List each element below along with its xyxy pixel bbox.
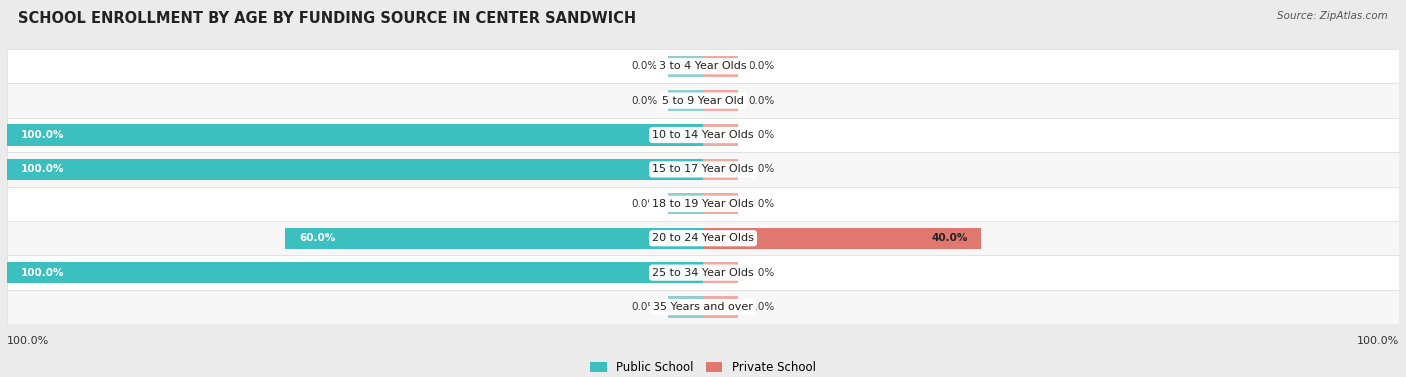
Text: 100.0%: 100.0% xyxy=(21,164,65,175)
Bar xyxy=(7,152,1399,187)
Bar xyxy=(7,49,1399,83)
Text: 20 to 24 Year Olds: 20 to 24 Year Olds xyxy=(652,233,754,243)
Text: 0.0%: 0.0% xyxy=(748,268,775,277)
Bar xyxy=(703,90,738,111)
Text: 0.0%: 0.0% xyxy=(748,96,775,106)
Bar xyxy=(7,221,1399,256)
Bar xyxy=(703,55,738,77)
Text: 0.0%: 0.0% xyxy=(631,302,658,312)
Text: 25 to 34 Year Olds: 25 to 34 Year Olds xyxy=(652,268,754,277)
Bar xyxy=(703,159,738,180)
Text: 100.0%: 100.0% xyxy=(21,268,65,277)
Bar xyxy=(703,228,981,249)
Text: 0.0%: 0.0% xyxy=(748,130,775,140)
Bar xyxy=(703,193,738,215)
Text: 0.0%: 0.0% xyxy=(748,61,775,71)
Bar xyxy=(668,90,703,111)
Text: 40.0%: 40.0% xyxy=(931,233,967,243)
Bar xyxy=(7,159,703,180)
Bar xyxy=(668,55,703,77)
Text: 100.0%: 100.0% xyxy=(1357,336,1399,346)
Text: 100.0%: 100.0% xyxy=(7,336,49,346)
Text: 0.0%: 0.0% xyxy=(748,199,775,209)
Text: 3 to 4 Year Olds: 3 to 4 Year Olds xyxy=(659,61,747,71)
Bar xyxy=(668,296,703,318)
Legend: Public School, Private School: Public School, Private School xyxy=(586,356,820,377)
Bar xyxy=(7,262,703,283)
Text: 0.0%: 0.0% xyxy=(748,302,775,312)
Text: 18 to 19 Year Olds: 18 to 19 Year Olds xyxy=(652,199,754,209)
Bar xyxy=(7,118,1399,152)
Bar xyxy=(7,124,703,146)
Text: 0.0%: 0.0% xyxy=(631,199,658,209)
Text: 35 Years and over: 35 Years and over xyxy=(652,302,754,312)
Bar xyxy=(7,290,1399,324)
Bar xyxy=(668,193,703,215)
Bar xyxy=(703,296,738,318)
Bar xyxy=(703,262,738,283)
Text: Source: ZipAtlas.com: Source: ZipAtlas.com xyxy=(1277,11,1388,21)
Text: 5 to 9 Year Old: 5 to 9 Year Old xyxy=(662,96,744,106)
Text: 100.0%: 100.0% xyxy=(21,130,65,140)
Bar xyxy=(285,228,703,249)
Text: 10 to 14 Year Olds: 10 to 14 Year Olds xyxy=(652,130,754,140)
Bar xyxy=(7,256,1399,290)
Text: 0.0%: 0.0% xyxy=(631,61,658,71)
Bar xyxy=(7,83,1399,118)
Text: SCHOOL ENROLLMENT BY AGE BY FUNDING SOURCE IN CENTER SANDWICH: SCHOOL ENROLLMENT BY AGE BY FUNDING SOUR… xyxy=(18,11,637,26)
Bar xyxy=(7,187,1399,221)
Text: 15 to 17 Year Olds: 15 to 17 Year Olds xyxy=(652,164,754,175)
Text: 0.0%: 0.0% xyxy=(748,164,775,175)
Text: 60.0%: 60.0% xyxy=(299,233,336,243)
Bar xyxy=(703,124,738,146)
Text: 0.0%: 0.0% xyxy=(631,96,658,106)
